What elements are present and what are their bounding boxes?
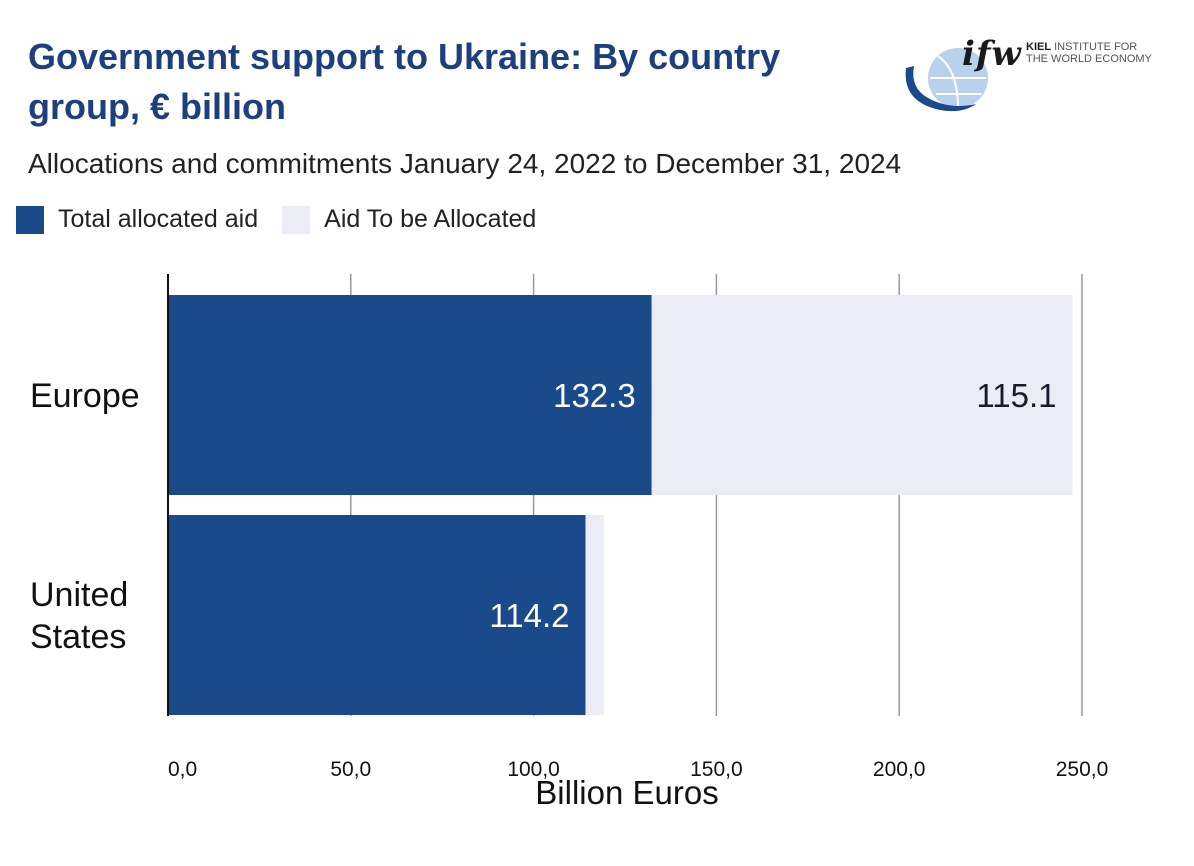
legend-label-to-be-allocated: Aid To be Allocated [324,205,537,233]
chart-title: Government support to Ukraine: By countr… [28,36,781,127]
category-label-0-0: Europe [30,377,140,415]
x-tick-label-1: 50,0 [330,758,371,781]
logo-text-line1: INSTITUTE FOR [1051,41,1138,53]
chart-subtitle: Allocations and commitments January 24, … [28,148,902,179]
x-tick-label-5: 250,0 [1056,758,1109,781]
category-label-1-0: United [30,576,128,614]
logo-text-line2: THE WORLD ECONOMY [1026,53,1152,65]
globe-icon [905,48,988,112]
bar-1-1 [585,515,604,715]
bar-chart: 132.3 115.1 Europe 114.2 United States 0,0 50,0… [30,274,1109,811]
x-tick-label-2: 100,0 [507,758,560,781]
x-tick-label-4: 200,0 [873,758,926,781]
legend-item-to-be-allocated: Aid To be Allocated [282,205,536,234]
x-axis-title: Billion Euros [535,774,718,811]
logo-mark: ifw [962,34,1022,74]
data-label-0-1: 114.2 [489,597,569,634]
bar-1-0 [651,295,1073,495]
data-label-1-0: 115.1 [976,377,1056,414]
ifw-logo: ifw KIEL INSTITUTE FOR THE WORLD ECONOMY [900,30,1160,120]
bar-0-1 [168,515,586,715]
logo-text: KIEL INSTITUTE FOR THE WORLD ECONOMY [1026,41,1152,65]
legend-item-allocated: Total allocated aid [16,205,258,234]
x-tick-label-0: 0,0 [168,758,197,781]
legend-label-allocated: Total allocated aid [58,205,259,233]
data-label-0-0: 132.3 [553,377,636,414]
logo-text-bold: KIEL [1026,41,1052,53]
bar-0-0 [168,295,652,495]
legend-swatch-allocated [16,205,44,234]
legend-swatch-to-be-allocated [282,205,311,234]
category-label-1-1: States [30,618,126,656]
x-tick-label-3: 150,0 [690,758,743,781]
legend: Total allocated aid Aid To be Allocated [16,205,560,234]
